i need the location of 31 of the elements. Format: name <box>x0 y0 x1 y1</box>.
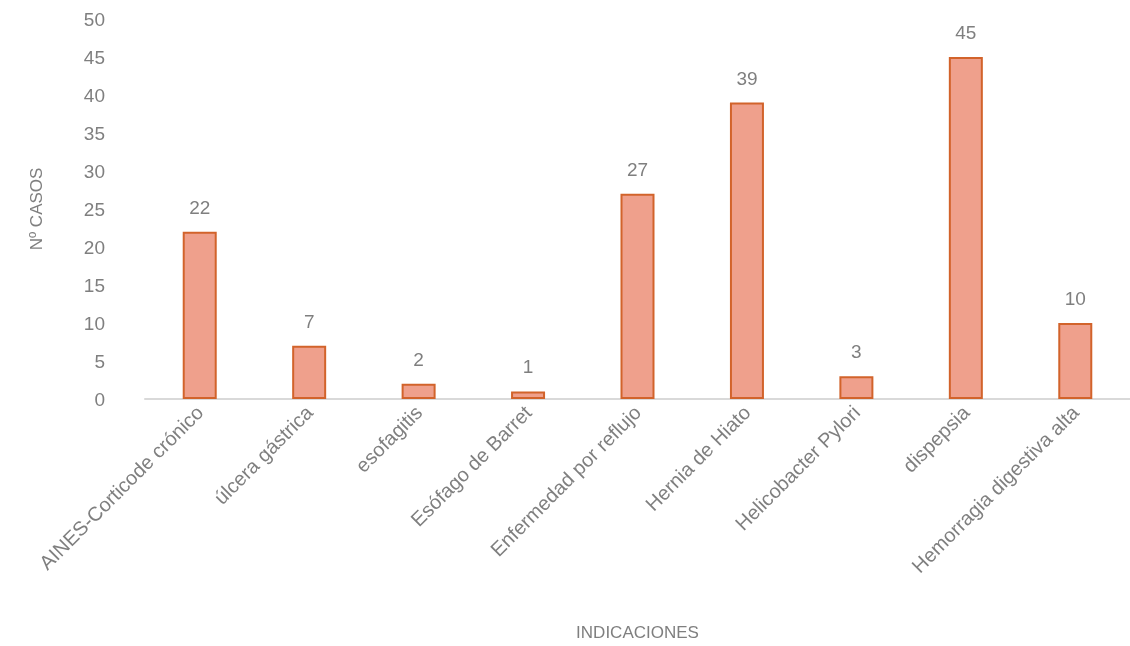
data-label: 10 <box>1064 288 1086 309</box>
data-label: 2 <box>413 348 424 370</box>
y-tick-label: 40 <box>83 84 105 106</box>
data-label: 7 <box>303 310 315 332</box>
y-tick-label: 20 <box>83 236 105 258</box>
bar <box>948 57 983 399</box>
bar <box>729 102 764 399</box>
y-tick-label: 15 <box>83 274 105 296</box>
y-tick-label: 10 <box>83 312 105 334</box>
data-label: 27 <box>626 158 649 180</box>
y-tick-label: 25 <box>83 198 105 220</box>
y-tick-label: 35 <box>83 122 105 144</box>
y-tick-label: 50 <box>83 8 105 30</box>
bar <box>292 345 327 399</box>
bar <box>182 231 217 399</box>
y-axis-title: Nº CASOS <box>27 167 46 251</box>
bar <box>839 376 874 399</box>
bar <box>1058 323 1093 399</box>
y-tick-label: 45 <box>83 46 105 68</box>
data-label: 22 <box>189 196 211 218</box>
bar <box>511 391 546 399</box>
y-tick-label: 5 <box>94 350 105 372</box>
bar <box>401 383 436 399</box>
data-label: 39 <box>736 67 758 89</box>
bar <box>620 193 655 399</box>
data-label: 45 <box>955 22 977 43</box>
y-tick-label: 0 <box>94 388 105 410</box>
x-axis-title: INDICACIONES <box>576 623 699 642</box>
data-label: 1 <box>522 356 534 378</box>
y-tick-label: 30 <box>83 160 105 182</box>
data-label: 3 <box>851 341 862 363</box>
